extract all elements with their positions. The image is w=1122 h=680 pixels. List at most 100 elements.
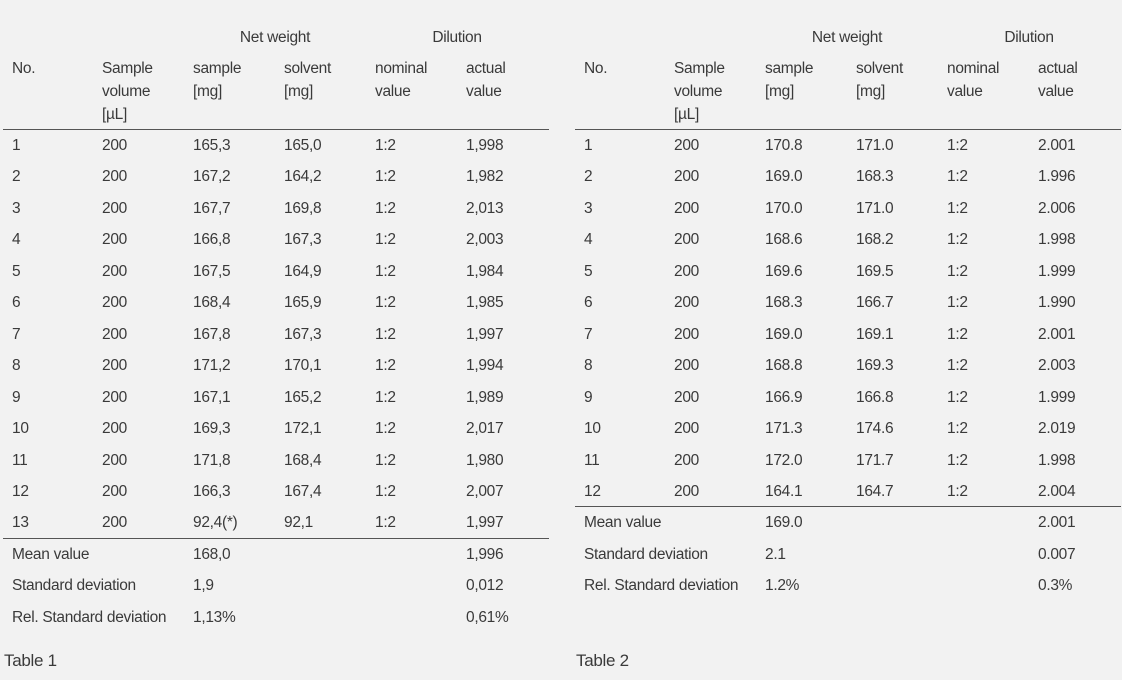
- column-header: nominal: [947, 60, 1000, 77]
- cell: 200: [674, 294, 699, 312]
- group-header: Dilution: [1004, 29, 1054, 46]
- column-header: Sample: [674, 60, 725, 77]
- column-header: [mg]: [193, 83, 222, 100]
- cell: 1:2: [947, 137, 968, 154]
- cell: 1: [584, 137, 593, 154]
- cell: 1:2: [947, 420, 968, 438]
- cell: 200: [674, 199, 699, 217]
- cell: 171.0: [856, 199, 894, 217]
- cell: 200: [102, 451, 127, 469]
- cell: 171,2: [193, 357, 231, 375]
- summary-label: Standard deviation: [12, 577, 136, 595]
- cell: 200: [674, 482, 699, 500]
- cell: 167,8: [193, 325, 231, 343]
- cell: 3: [584, 199, 593, 217]
- cell: 166,3: [193, 482, 231, 500]
- column-header: [µL]: [674, 106, 699, 123]
- cell: 1:2: [375, 357, 396, 375]
- cell: 167,3: [284, 325, 322, 343]
- cell: 169.1: [856, 325, 894, 343]
- summary-cell: 0.007: [1038, 545, 1076, 563]
- summary-cell: 0.3%: [1038, 577, 1073, 595]
- cell: 166,8: [193, 231, 231, 249]
- column-header: [µL]: [102, 106, 127, 123]
- cell: 200: [674, 137, 699, 154]
- cell: 165,0: [284, 137, 322, 154]
- cell: 200: [102, 168, 127, 186]
- cell: 171,8: [193, 451, 231, 469]
- cell: 2,007: [466, 482, 504, 500]
- cell: 168.3: [765, 294, 803, 312]
- cell: 1:2: [375, 514, 396, 532]
- cell: 169,8: [284, 199, 322, 217]
- cell: 168.8: [765, 357, 803, 375]
- caption: Table 1: [4, 651, 57, 670]
- rule: [3, 129, 549, 130]
- column-header: value: [1038, 83, 1074, 100]
- cell: 165,9: [284, 294, 322, 312]
- cell: 5: [12, 262, 21, 280]
- cell: 9: [12, 388, 21, 406]
- column-header: [mg]: [284, 83, 313, 100]
- cell: 172,1: [284, 420, 322, 438]
- cell: 167,3: [284, 231, 322, 249]
- cell: 200: [674, 231, 699, 249]
- cell: 164.1: [765, 482, 803, 500]
- column-header: value: [466, 83, 502, 100]
- column-header: sample: [193, 60, 242, 77]
- cell: 1:2: [375, 420, 396, 438]
- cell: 164,2: [284, 168, 322, 186]
- cell: 2.001: [1038, 325, 1076, 343]
- summary-label: Mean value: [584, 514, 662, 532]
- summary-cell: 1,13%: [193, 608, 236, 626]
- cell: 1.996: [1038, 168, 1076, 186]
- caption: Table 2: [576, 651, 629, 670]
- cell: 200: [674, 357, 699, 375]
- cell: 6: [12, 294, 21, 312]
- summary-cell: 2.1: [765, 545, 786, 563]
- cell: 168.2: [856, 231, 894, 249]
- cell: 4: [12, 231, 21, 249]
- cell: 8: [12, 357, 21, 375]
- group-header: Net weight: [239, 29, 311, 46]
- cell: 200: [674, 420, 699, 438]
- cell: 7: [584, 325, 593, 343]
- summary-label: Standard deviation: [584, 545, 708, 563]
- cell: 200: [102, 231, 127, 249]
- cell: 169.5: [856, 262, 894, 280]
- cell: 166.9: [765, 388, 803, 406]
- summary-label: Mean value: [12, 545, 90, 563]
- cell: 169.3: [856, 357, 894, 375]
- cell: 1:2: [947, 231, 968, 249]
- column-header: value: [947, 83, 983, 100]
- cell: 1:2: [375, 482, 396, 500]
- cell: 1,980: [466, 451, 504, 469]
- summary-cell: 1.2%: [765, 577, 800, 595]
- cell: 1:2: [375, 137, 396, 154]
- cell: 1:2: [947, 451, 968, 469]
- column-header: Sample: [102, 60, 153, 77]
- cell: 169.0: [765, 325, 803, 343]
- cell: 1,985: [466, 294, 504, 312]
- column-header: nominal: [375, 60, 428, 77]
- summary-label: Rel. Standard deviation: [584, 577, 739, 595]
- cell: 1,997: [466, 325, 504, 343]
- summary-cell: 1,996: [466, 545, 504, 563]
- cell: 1:2: [375, 262, 396, 280]
- cell: 168,4: [193, 294, 231, 312]
- cell: 174.6: [856, 420, 894, 438]
- cell: 164.7: [856, 482, 894, 500]
- cell: 171.0: [856, 137, 894, 154]
- column-header: sample: [765, 60, 814, 77]
- cell: 1:2: [375, 451, 396, 469]
- cell: 1:2: [375, 231, 396, 249]
- summary-cell: 168,0: [193, 545, 231, 563]
- cell: 165,3: [193, 137, 231, 154]
- cell: 1:2: [375, 325, 396, 343]
- column-header: No.: [584, 60, 608, 77]
- summary-cell: 169.0: [765, 514, 803, 532]
- cell: 200: [102, 262, 127, 280]
- cell: 2.006: [1038, 199, 1076, 217]
- cell: 4: [584, 231, 593, 249]
